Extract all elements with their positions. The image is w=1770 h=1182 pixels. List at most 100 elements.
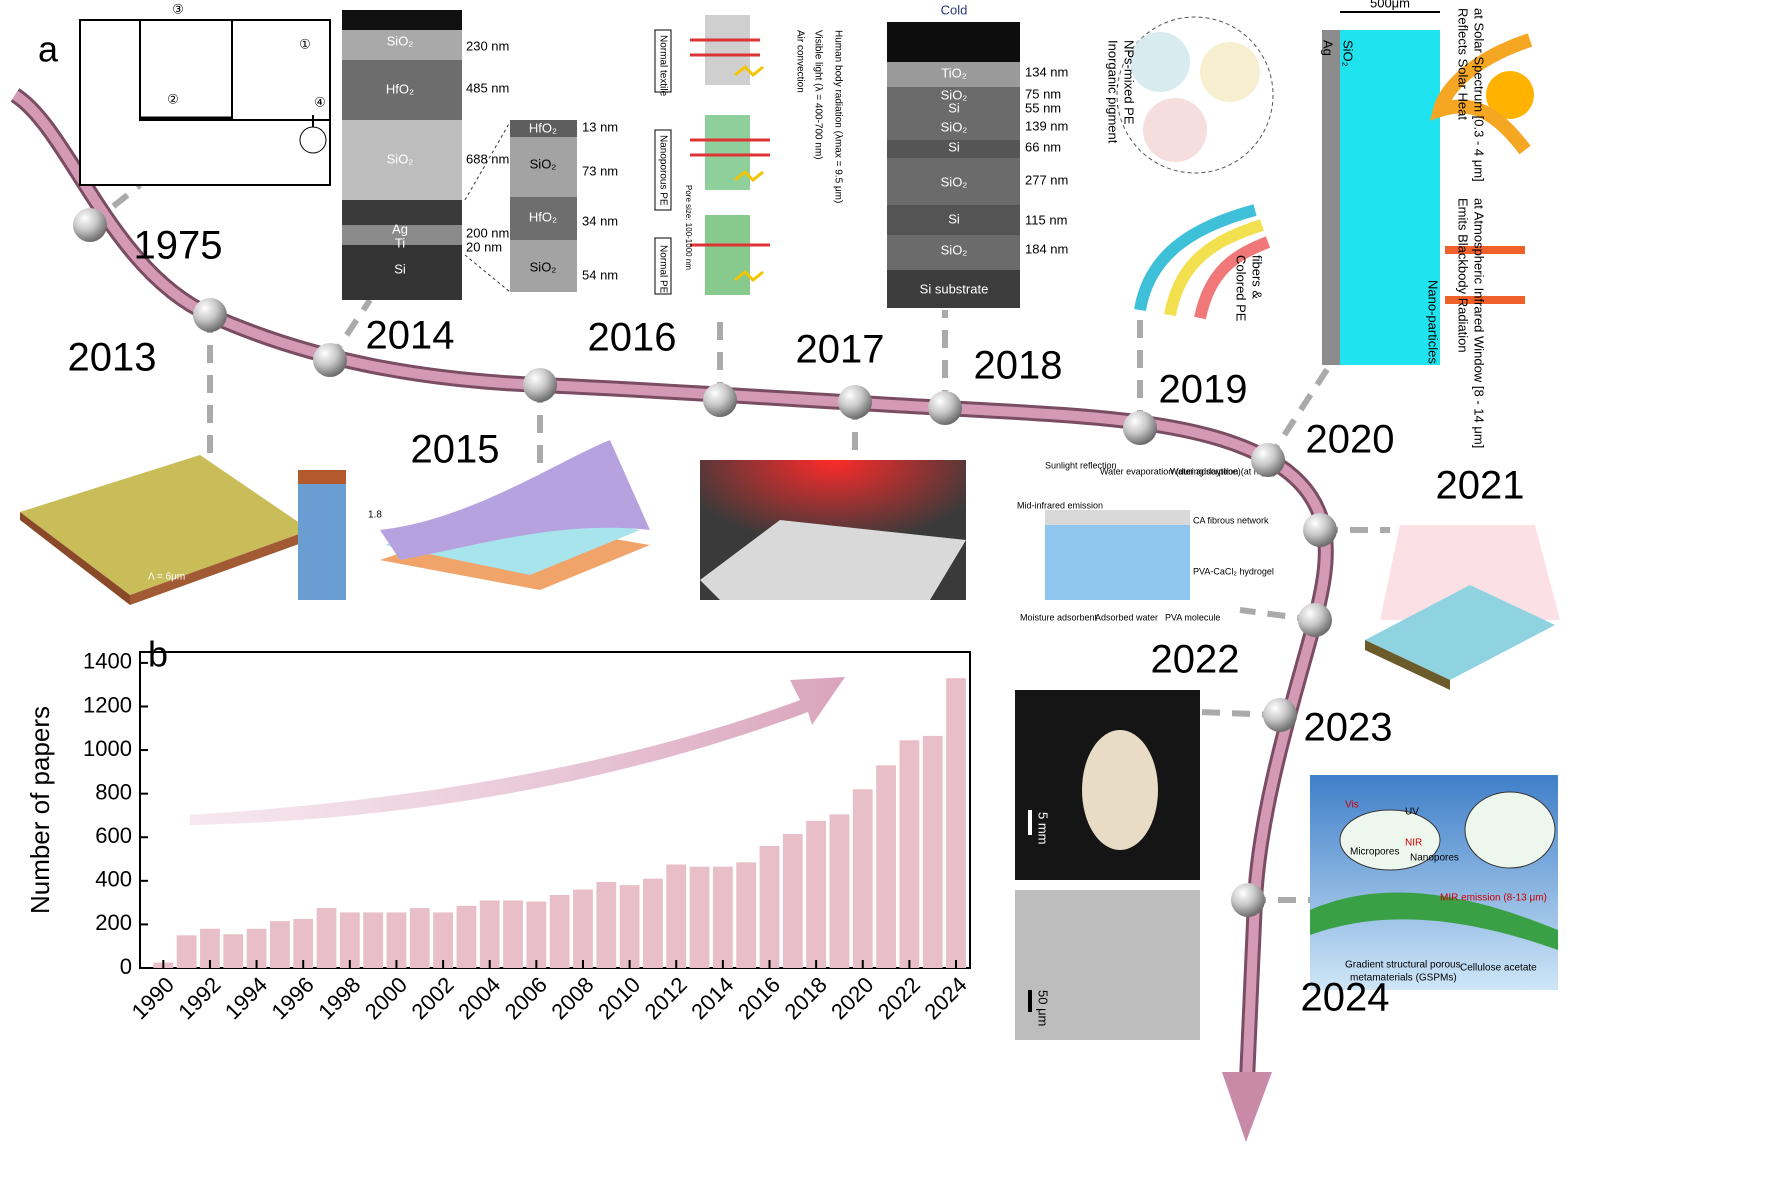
x-tick-label: 2006 [500, 972, 552, 1024]
label: 1.8 [368, 510, 382, 521]
year-label: 2024 [1301, 976, 1390, 1020]
x-tick-label: 1996 [267, 972, 319, 1024]
label: Nanoporous PE [657, 135, 668, 206]
y-tick-label: 200 [95, 910, 132, 935]
y-tick-label: 1000 [83, 736, 132, 761]
layer-label: HfO₂ [386, 81, 414, 96]
year-label: 2017 [796, 328, 885, 372]
bar [549, 894, 570, 968]
inset-2022: Sunlight reflection Water evaporation (d… [1017, 460, 1276, 622]
callout: ① [299, 36, 311, 51]
layer-label: HfO₂ [529, 120, 557, 135]
bar [433, 912, 453, 968]
bar [759, 845, 780, 968]
label: Inorganic pigment [1106, 40, 1121, 144]
timeline-arrowhead [1222, 1072, 1272, 1142]
timeline-node [838, 385, 872, 419]
layer-label: SiO₂ [530, 156, 557, 171]
year-label: 2014 [366, 314, 455, 358]
y-axis-label: Number of papers [25, 706, 55, 914]
layer-label: SiO₂ [941, 242, 968, 257]
inset-2021 [1365, 525, 1560, 690]
label: Emits Blackbody Radiation [1456, 198, 1471, 353]
label: Vis [1345, 800, 1359, 811]
label: UV [1405, 807, 1419, 818]
layer-label: Si [948, 211, 960, 226]
layer-label: SiO₂ [941, 119, 968, 134]
year-label: 2018 [974, 344, 1063, 388]
label: fibers & [1250, 255, 1265, 299]
label: at Atmospheric Infrared Window [8 - 14 μ… [1472, 198, 1487, 448]
bar [899, 740, 920, 968]
scale-label: 5 mm [1036, 812, 1051, 845]
thickness: 75 nm [1025, 86, 1061, 101]
x-tick-label: 2012 [640, 972, 692, 1024]
label: metamaterials (GSPMs) [1350, 973, 1457, 984]
bar [736, 862, 757, 968]
label: SiO₂ [1341, 40, 1356, 67]
label: Human body radiation (λmax = 9.5 μm) [832, 30, 843, 203]
label: Micropores [1350, 847, 1399, 858]
thickness: 54 nm [582, 267, 618, 282]
y-tick-label: 800 [95, 779, 132, 804]
bar [946, 678, 966, 968]
inset-2014: SiO₂ HfO₂ SiO₂ Ag Ti Si 230 nm 485 nm 68… [342, 10, 618, 300]
label: Reflects Solar Heat [1456, 8, 1471, 120]
bar [806, 820, 827, 968]
bar [689, 866, 710, 968]
label: Nanopores [1410, 853, 1459, 864]
bar [596, 881, 617, 968]
x-tick-label: 2016 [733, 972, 785, 1024]
year-label: 2021 [1436, 464, 1525, 508]
y-tick-label: 1400 [83, 649, 132, 674]
thickness: 66 nm [1025, 139, 1061, 154]
scale-label: 50 μm [1036, 990, 1051, 1026]
x-tick-label: 2010 [593, 972, 645, 1024]
x-tick-label: 1994 [220, 972, 272, 1024]
layer-label: SiO₂ [387, 33, 414, 48]
thickness: 115 nm [1025, 212, 1067, 227]
label: Pore size: 100-1000 nm [684, 185, 693, 270]
label: Air convection [794, 30, 805, 93]
label: NPs-mixed PE [1122, 40, 1137, 125]
bar [339, 912, 360, 968]
thickness: 485 nm [466, 80, 509, 95]
x-tick-label: 1992 [173, 972, 225, 1024]
inset-2019: Inorganic pigment NPs-mixed PE Colored P… [1106, 16, 1274, 322]
layer-label: SiO₂ [530, 259, 557, 274]
bar [479, 900, 500, 968]
inset-2016: Normal textile Nanoporous PE Normal PE P… [654, 15, 843, 295]
bar [503, 900, 523, 968]
bar [200, 928, 220, 968]
x-tick-label: 2014 [686, 972, 738, 1024]
label: CA fibrous network [1193, 515, 1269, 525]
label: Moisture adsorbent [1020, 612, 1098, 622]
timeline-node [73, 208, 107, 242]
bar [619, 885, 640, 968]
thickness: 73 nm [582, 163, 618, 178]
thickness: 134 nm [1025, 64, 1068, 79]
panel-label: b [148, 634, 168, 675]
year-label: 1975 [134, 224, 223, 268]
bar [573, 889, 593, 968]
label: Normal textile [657, 35, 668, 97]
label: Nano-particles [1426, 280, 1441, 364]
layer-label: SiO₂ [941, 174, 968, 189]
label: Λ = 6μm [148, 572, 185, 583]
label: Colored PE [1234, 255, 1249, 322]
inset-2015 [380, 440, 650, 590]
layer-label: Si [948, 139, 960, 154]
label: Mid-infrared emission [1017, 500, 1103, 510]
x-tick-label: 2018 [779, 972, 831, 1024]
x-tick-label: 2020 [826, 972, 878, 1024]
thickness: 139 nm [1025, 118, 1068, 133]
label: Adsorbed water [1095, 612, 1158, 622]
year-label: 2015 [411, 428, 500, 472]
timeline-node [1231, 883, 1265, 917]
x-tick-label: 1990 [127, 972, 179, 1024]
bar [922, 735, 943, 968]
x-tick-label: 1998 [313, 972, 365, 1024]
thickness: 13 nm [582, 119, 618, 134]
thickness: 277 nm [1025, 172, 1068, 187]
